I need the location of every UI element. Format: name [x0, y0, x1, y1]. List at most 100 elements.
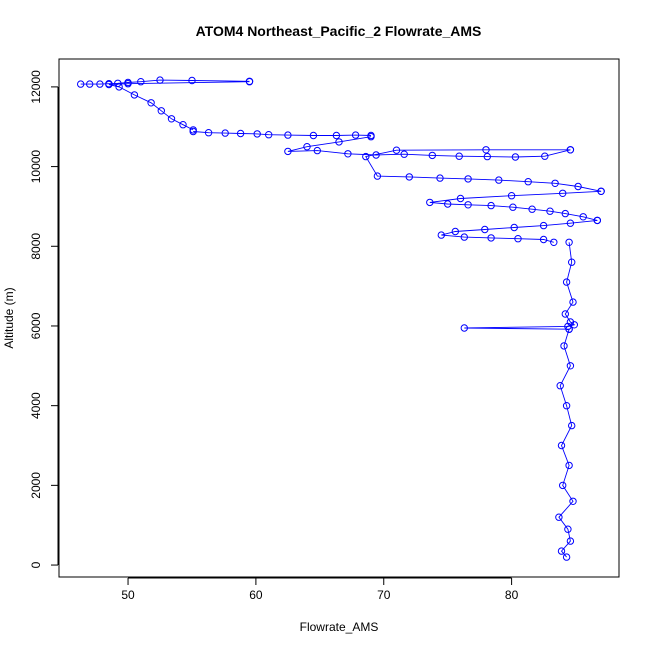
data-point — [464, 175, 472, 183]
data-point — [309, 131, 318, 140]
data-point — [405, 173, 413, 181]
data-point — [546, 207, 554, 215]
data-point — [189, 127, 197, 136]
data-point — [555, 513, 563, 521]
data-point — [392, 146, 401, 154]
data-point — [557, 441, 566, 450]
series-line — [429, 190, 602, 221]
data-point — [510, 223, 518, 232]
series-line — [80, 79, 250, 85]
y-axis-label: Altitude (m) — [2, 287, 16, 348]
data-point — [86, 80, 94, 88]
data-point — [157, 107, 166, 115]
data-point — [562, 553, 571, 561]
data-point — [284, 147, 292, 156]
data-point — [335, 138, 343, 146]
data-point — [147, 99, 155, 107]
data-point — [96, 80, 104, 88]
data-point — [188, 76, 196, 85]
data-point — [373, 172, 382, 180]
data-point — [332, 131, 341, 140]
data-point — [561, 209, 569, 218]
data-point — [566, 219, 575, 227]
data-point — [562, 402, 571, 410]
data-point — [400, 150, 408, 158]
data-point — [568, 258, 576, 266]
data-point — [556, 382, 564, 390]
data-point — [539, 221, 548, 230]
data-point — [372, 151, 380, 159]
y-tick-label: 8000 — [29, 233, 43, 260]
data-point — [362, 152, 370, 161]
data-point — [566, 362, 575, 370]
y-tick-label: 0 — [29, 561, 43, 568]
data-point — [539, 235, 548, 244]
data-point — [514, 235, 522, 243]
data-point — [351, 131, 360, 139]
data-point — [245, 78, 254, 86]
data-point — [483, 152, 491, 161]
data-point — [221, 129, 229, 137]
data-point — [487, 201, 495, 210]
data-point — [579, 213, 587, 221]
data-point — [569, 298, 577, 306]
y-tick-label: 4000 — [29, 392, 43, 419]
data-point — [460, 324, 468, 332]
data-point — [456, 194, 465, 203]
data-point — [124, 80, 132, 88]
plot-frame — [58, 58, 620, 578]
series-line — [365, 149, 602, 192]
y-tick-label: 2000 — [29, 472, 43, 499]
data-point — [562, 278, 571, 286]
data-point — [204, 129, 213, 137]
data-point — [253, 130, 261, 138]
x-tick-label: 60 — [249, 588, 263, 602]
series-line — [464, 242, 576, 330]
data-point — [77, 80, 85, 88]
data-point — [464, 201, 472, 209]
x-axis-label: Flowrate_AMS — [300, 620, 379, 634]
data-point — [179, 121, 187, 129]
data-point — [437, 231, 445, 239]
data-point — [559, 189, 567, 198]
y-axis: 0 2000 4000 6000 8000 10000 12000 — [29, 70, 59, 568]
data-point — [344, 150, 352, 158]
data-point — [550, 238, 558, 247]
data-point — [541, 152, 549, 160]
data-point — [167, 115, 176, 123]
data-point — [156, 76, 164, 84]
x-tick-label: 80 — [505, 588, 519, 602]
y-tick-label: 6000 — [29, 312, 43, 339]
data-point — [303, 143, 311, 151]
data-point — [557, 547, 566, 555]
data-point — [487, 234, 495, 242]
data-point — [482, 146, 490, 154]
data-point — [137, 78, 145, 86]
x-axis: 50 60 70 80 — [121, 577, 519, 602]
data-point — [284, 131, 292, 139]
data-point — [511, 153, 520, 161]
data-point — [565, 325, 573, 333]
data-point — [566, 146, 575, 154]
data-point — [495, 176, 503, 184]
data-point — [593, 216, 601, 225]
data-point — [428, 151, 436, 160]
series-line — [558, 329, 574, 558]
data-point — [236, 129, 245, 138]
x-tick-label: 50 — [121, 588, 135, 602]
data-point — [451, 227, 459, 236]
x-tick-label: 70 — [377, 588, 391, 602]
data-layer — [77, 76, 605, 561]
data-point — [367, 133, 375, 141]
series-line — [193, 131, 372, 136]
data-point — [460, 233, 468, 241]
y-tick-label: 12000 — [29, 70, 43, 104]
data-point — [568, 421, 576, 430]
data-point — [115, 83, 123, 91]
data-point — [114, 79, 122, 88]
data-point — [566, 537, 575, 545]
data-point — [130, 91, 139, 99]
data-point — [265, 131, 273, 139]
